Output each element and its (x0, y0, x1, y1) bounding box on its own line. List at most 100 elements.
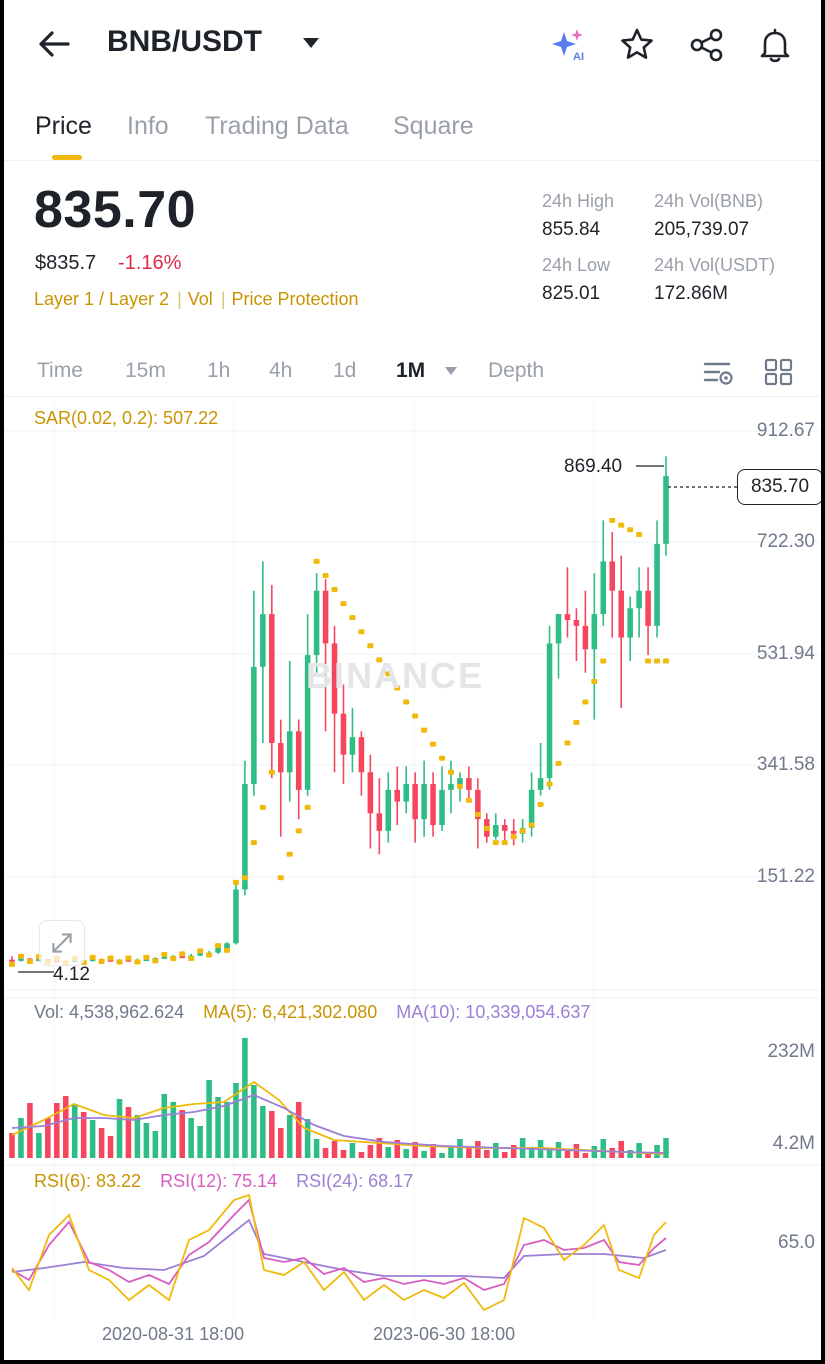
interval-4h[interactable]: 4h (269, 359, 293, 382)
candle-body (528, 789, 535, 828)
rsi6-value: RSI(6): 83.22 (34, 1171, 142, 1191)
sar-dot (385, 671, 392, 677)
sar-dot (403, 699, 410, 705)
volume-bar (107, 1136, 114, 1158)
volume-bar (663, 1138, 669, 1158)
rsi12-value: RSI(12): 75.14 (160, 1171, 278, 1191)
candle-body (421, 783, 427, 820)
volume-bar (582, 1153, 589, 1158)
candle-body (645, 590, 651, 626)
sar-dot (179, 951, 186, 957)
ai-sparkle-icon[interactable]: AI (549, 26, 587, 64)
volume-bar (430, 1144, 436, 1158)
tag-layer[interactable]: Layer 1 / Layer 2 (34, 289, 170, 309)
volume-bar (546, 1149, 553, 1158)
candle-body (573, 619, 580, 626)
expand-icon[interactable] (39, 920, 85, 966)
volume-legend: Vol: 4,538,962.624 MA(5): 6,421,302.080 … (34, 1002, 590, 1023)
volume-bar (197, 1126, 203, 1158)
price-change: -1.16% (118, 252, 182, 274)
volume-bar (62, 1096, 69, 1158)
candle-body (627, 608, 633, 638)
sar-dot (241, 875, 248, 881)
volume-bar (448, 1146, 454, 1158)
volume-bar (125, 1107, 132, 1158)
y-axis-tick: 341.58 (756, 754, 815, 775)
candle-body (349, 737, 356, 755)
caret-down-icon[interactable] (301, 36, 321, 50)
sar-dot (197, 948, 204, 954)
candle-body (18, 958, 24, 961)
candle-body (591, 614, 598, 650)
share-icon[interactable] (688, 26, 726, 64)
candle-body (609, 561, 616, 591)
divider (4, 160, 821, 161)
interval-1m[interactable]: 1M (396, 359, 426, 382)
tag-vol[interactable]: Vol (187, 289, 213, 309)
candle-body (313, 590, 320, 656)
indicator-settings-icon[interactable] (702, 356, 736, 388)
interval-time[interactable]: Time (37, 359, 83, 382)
tag-row: Layer 1 / Layer 2 | Vol | Price Protection (34, 289, 359, 309)
candle-body (197, 953, 203, 956)
tab-info[interactable]: Info (127, 112, 169, 140)
candle-body (367, 772, 374, 814)
sar-dot (654, 658, 661, 664)
sar-dot (367, 643, 374, 649)
interval-15m[interactable]: 15m (125, 359, 166, 382)
sar-dot (134, 959, 141, 965)
candle-body (36, 959, 42, 962)
sar-dot (340, 601, 347, 607)
sar-dot (215, 943, 222, 949)
volume-bar (286, 1115, 293, 1158)
volume-bar (627, 1150, 633, 1158)
tag-price-protection[interactable]: Price Protection (231, 289, 359, 309)
volume-bar (27, 1103, 33, 1158)
bell-icon[interactable] (756, 26, 794, 64)
star-icon[interactable] (618, 26, 656, 64)
volume-bar (466, 1148, 472, 1158)
back-arrow-icon[interactable] (34, 26, 74, 62)
interval-depth[interactable]: Depth (488, 359, 545, 382)
candle-body (107, 959, 114, 962)
sar-dot (412, 713, 419, 719)
tab-trading-data[interactable]: Trading Data (205, 112, 349, 140)
candle-body (582, 625, 589, 650)
candle-body (663, 476, 669, 544)
sar-dot (483, 826, 490, 832)
interval-1d[interactable]: 1d (333, 359, 357, 382)
sar-dot (98, 958, 105, 964)
volume-bar (161, 1094, 168, 1158)
sar-dot (573, 719, 580, 725)
tab-price[interactable]: Price (35, 112, 92, 140)
tab-square[interactable]: Square (393, 112, 474, 140)
sar-dot (537, 801, 544, 807)
volume-bar (358, 1152, 365, 1158)
candlestick-chart[interactable] (4, 0, 821, 1360)
sar-dot (268, 769, 275, 775)
sar-dot (322, 572, 329, 578)
candle-body (215, 948, 221, 953)
sar-dot (143, 954, 150, 960)
candle-body (224, 943, 230, 949)
sar-dot (26, 958, 33, 964)
volume-bar (367, 1145, 374, 1158)
volume-bar (403, 1149, 409, 1158)
volume-bar (134, 1115, 141, 1158)
sar-dot (510, 834, 517, 840)
pair-selector[interactable]: BNB/USDT (107, 25, 262, 58)
interval-1h[interactable]: 1h (207, 359, 231, 382)
volume-bar (645, 1152, 651, 1158)
sar-dot (206, 952, 213, 958)
stat-low-value: 825.01 (542, 283, 601, 304)
sar-dot (286, 851, 293, 857)
candle-body (385, 789, 392, 831)
interval-caret-icon[interactable] (444, 366, 458, 376)
stat-vol-bnb-label: 24h Vol(BNB) (654, 191, 764, 211)
candle-body (9, 959, 15, 962)
volume-bar (457, 1139, 463, 1158)
candle-body (304, 655, 311, 790)
layout-grid-icon[interactable] (762, 356, 796, 388)
candle-body (242, 783, 248, 890)
sar-dot (188, 956, 195, 962)
